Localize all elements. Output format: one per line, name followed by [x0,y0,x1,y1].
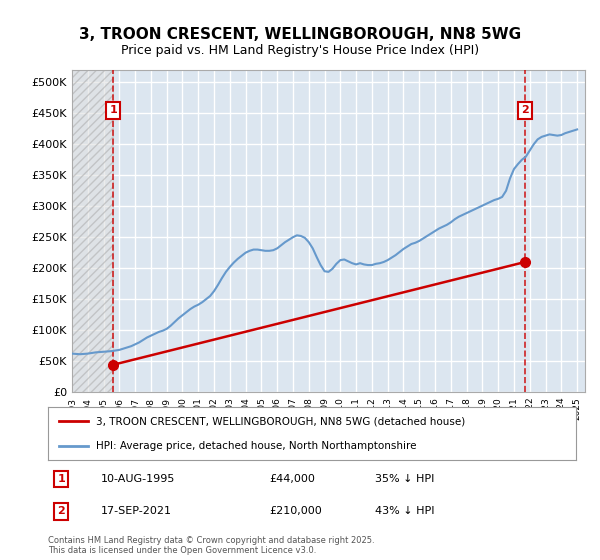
Text: £44,000: £44,000 [270,474,316,484]
Text: Contains HM Land Registry data © Crown copyright and database right 2025.
This d: Contains HM Land Registry data © Crown c… [48,536,374,555]
Text: 2: 2 [521,105,529,115]
Text: 10-AUG-1995: 10-AUG-1995 [101,474,175,484]
Text: 3, TROON CRESCENT, WELLINGBOROUGH, NN8 5WG (detached house): 3, TROON CRESCENT, WELLINGBOROUGH, NN8 5… [95,417,465,427]
Text: Price paid vs. HM Land Registry's House Price Index (HPI): Price paid vs. HM Land Registry's House … [121,44,479,57]
Text: 35% ↓ HPI: 35% ↓ HPI [376,474,435,484]
Text: 17-SEP-2021: 17-SEP-2021 [101,506,172,516]
Text: 1: 1 [109,105,117,115]
Text: 3, TROON CRESCENT, WELLINGBOROUGH, NN8 5WG: 3, TROON CRESCENT, WELLINGBOROUGH, NN8 5… [79,27,521,42]
Text: 1: 1 [58,474,65,484]
Text: £210,000: £210,000 [270,506,323,516]
Text: 2: 2 [58,506,65,516]
Text: 43% ↓ HPI: 43% ↓ HPI [376,506,435,516]
Text: HPI: Average price, detached house, North Northamptonshire: HPI: Average price, detached house, Nort… [95,441,416,451]
